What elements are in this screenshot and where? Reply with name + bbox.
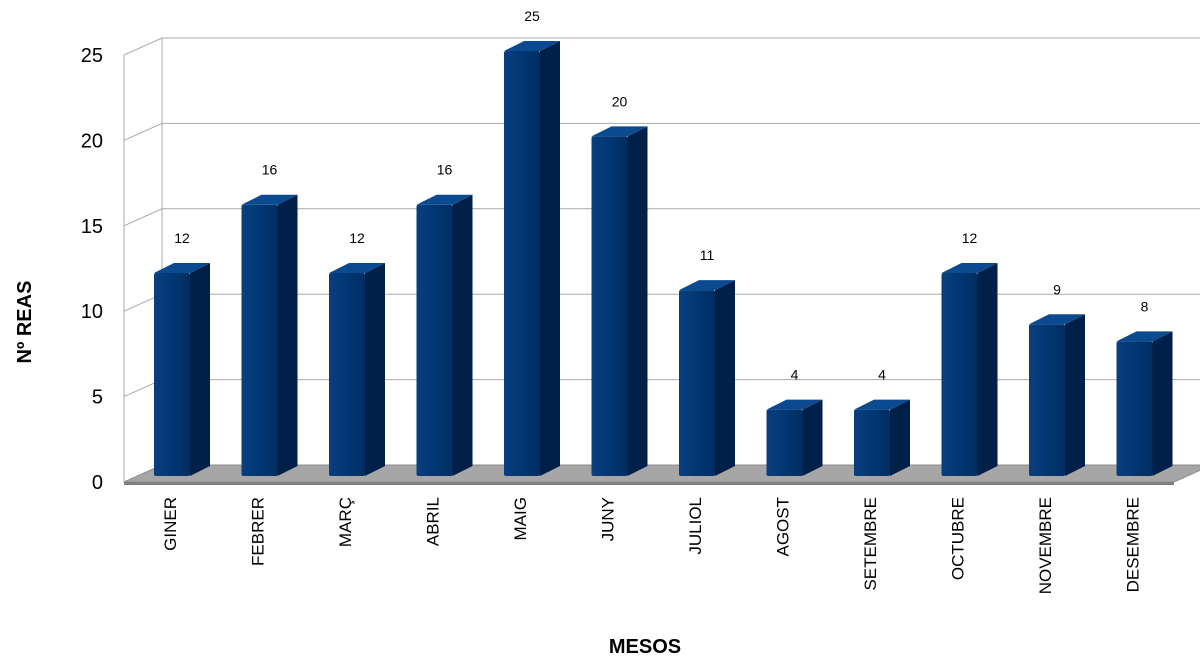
bar-side [977, 263, 998, 476]
data-label: 4 [791, 367, 799, 383]
x-tick-label: DESEMBRE [1124, 497, 1143, 592]
data-labels: 12 16 12 16 25 20 11 4 4 12 9 8 [174, 8, 1148, 383]
bar-side [365, 263, 385, 476]
y-axis-ticks: 0 5 10 15 20 25 [81, 45, 103, 494]
bar-top [1116, 331, 1173, 342]
bar-top [941, 263, 998, 274]
bar-front [941, 273, 978, 476]
data-label: 25 [524, 8, 540, 24]
x-tick-label: JULIOL [686, 497, 705, 555]
data-label: 11 [700, 247, 715, 263]
bar-side [802, 399, 823, 476]
x-axis-ticks: GINER FEBRER MARÇ ABRIL MAIG JUNY JULIOL AGOST S… [161, 497, 1143, 594]
bar-top [1029, 314, 1085, 325]
bar-front [416, 204, 453, 476]
bar-side [1152, 331, 1173, 476]
bar [854, 399, 910, 476]
bar-top [154, 263, 210, 274]
gridline [123, 208, 1200, 227]
bar-front [1029, 324, 1065, 476]
bar-side [1065, 314, 1085, 476]
bars [154, 41, 1173, 477]
bar [1116, 331, 1173, 476]
bar [766, 399, 823, 476]
bar-side [627, 126, 648, 477]
y-tick-label: 20 [81, 130, 103, 152]
data-label: 8 [1141, 298, 1149, 314]
bar-side [277, 194, 298, 476]
data-label: 4 [878, 367, 886, 383]
x-tick-label: FEBRER [249, 497, 268, 566]
y-tick-label: 10 [81, 301, 103, 323]
bar [591, 126, 648, 477]
bar-top [679, 280, 735, 291]
y-tick-label: 25 [81, 45, 103, 67]
chart-floor [123, 464, 1200, 485]
bar-front [679, 290, 715, 476]
bar-top [504, 41, 560, 51]
bar [941, 263, 998, 476]
bar [329, 263, 385, 476]
bar [504, 41, 560, 476]
x-tick-label: NOVEMBRE [1036, 497, 1055, 594]
bar-front [329, 273, 365, 476]
x-tick-label: ABRIL [424, 497, 443, 546]
bar [241, 194, 298, 476]
data-label: 16 [262, 162, 278, 178]
bar-side [452, 194, 473, 476]
bar-front [591, 136, 628, 476]
bar-top [766, 399, 823, 410]
bar [154, 263, 210, 476]
data-label: 12 [349, 230, 365, 246]
x-axis-title: MESOS [609, 636, 681, 656]
bar-side [190, 263, 210, 476]
bar [1029, 314, 1085, 476]
x-tick-label: SETEMBRE [861, 497, 880, 591]
bar-top [854, 399, 910, 410]
gridline [123, 122, 1200, 141]
x-tick-label: MARÇ [336, 497, 355, 547]
bar-side [540, 41, 560, 476]
data-label: 12 [962, 230, 978, 246]
bar-top [329, 263, 385, 274]
bar [679, 280, 735, 476]
x-tick-label: OCTUBRE [949, 497, 968, 580]
bar-top [416, 194, 473, 205]
bar-front [1116, 341, 1153, 476]
bar [416, 194, 473, 476]
bar-side [715, 280, 735, 476]
bar-top [241, 194, 298, 205]
bar-front [154, 273, 190, 476]
x-tick-label: AGOST [774, 497, 793, 557]
bar-top [591, 126, 648, 137]
y-tick-label: 15 [81, 216, 103, 238]
x-tick-label: JUNY [599, 497, 618, 541]
y-tick-label: 0 [92, 472, 103, 494]
floor-edge [124, 482, 1174, 485]
data-label: 20 [612, 93, 628, 109]
bar-front [854, 409, 890, 476]
y-tick-label: 5 [92, 387, 103, 409]
y-axis-title: Nº REAS [14, 281, 36, 364]
bar-front [766, 409, 803, 476]
data-label: 9 [1053, 281, 1061, 297]
bar-front [241, 204, 278, 476]
x-tick-label: MAIG [511, 497, 530, 540]
data-label: 12 [174, 230, 190, 246]
data-label: 16 [437, 162, 453, 178]
x-tick-label: GINER [161, 497, 180, 551]
gridline [123, 37, 1200, 56]
bar-front [504, 51, 540, 476]
bar-side [890, 399, 910, 476]
